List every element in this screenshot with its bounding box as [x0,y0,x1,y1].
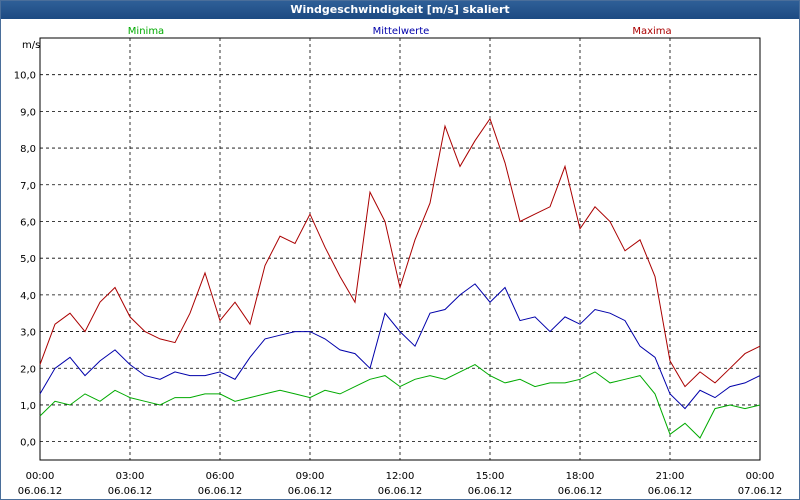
x-tick-time: 18:00 [566,471,595,482]
x-tick-date: 06.06.12 [468,486,513,497]
x-tick-time: 21:00 [656,471,685,482]
y-tick-label: 5,0 [20,254,36,265]
y-tick-label: 0,0 [20,438,36,449]
y-tick-label: 7,0 [20,181,36,192]
grid-lines [40,38,760,460]
x-tick-date: 06.06.12 [18,486,63,497]
x-tick-date: 06.06.12 [558,486,603,497]
y-tick-label: 9,0 [20,107,36,118]
y-axis-label: m/s [22,40,40,51]
x-tick-date: 07.06.12 [738,486,783,497]
x-tick-date: 06.06.12 [288,486,333,497]
series-line-minima [39,364,761,439]
window-title: Windgeschwindigkeit [m/s] skaliert [1,1,799,19]
x-tick-time: 09:00 [296,471,325,482]
y-tick-label: 1,0 [20,401,36,412]
y-tick-label: 4,0 [20,291,36,302]
legend-minima: Minima [128,26,164,37]
legend-maxima: Maxima [632,26,671,37]
y-tick-label: 10,0 [14,71,36,82]
x-tick-time: 00:00 [746,471,775,482]
series-lines [39,117,761,439]
y-tick-label: 3,0 [20,328,36,339]
y-tick-label: 8,0 [20,144,36,155]
x-tick-time: 12:00 [386,471,415,482]
x-tick-time: 00:00 [26,471,55,482]
x-tick-time: 03:00 [116,471,145,482]
legend-mittelwerte: Mittelwerte [373,26,430,37]
x-tick-date: 06.06.12 [108,486,153,497]
x-tick-time: 06:00 [206,471,235,482]
series-line-mittelwerte [39,283,761,410]
x-tick-date: 06.06.12 [378,486,423,497]
x-tick-time: 15:00 [476,471,505,482]
y-axis-ticks: 0,0 1,0 2,0 3,0 4,0 5,0 6,0 7,0 8,0 9,0 10,0 [14,71,36,449]
x-axis-ticks: 00:00 06.06.12 03:00 06.06.12 06:00 06.06.12 0… [18,471,783,497]
x-tick-date: 06.06.12 [198,486,243,497]
series-line-maxima [39,117,761,388]
y-tick-label: 6,0 [20,217,36,228]
x-tick-date: 06.06.12 [648,486,693,497]
y-tick-label: 2,0 [20,364,36,375]
